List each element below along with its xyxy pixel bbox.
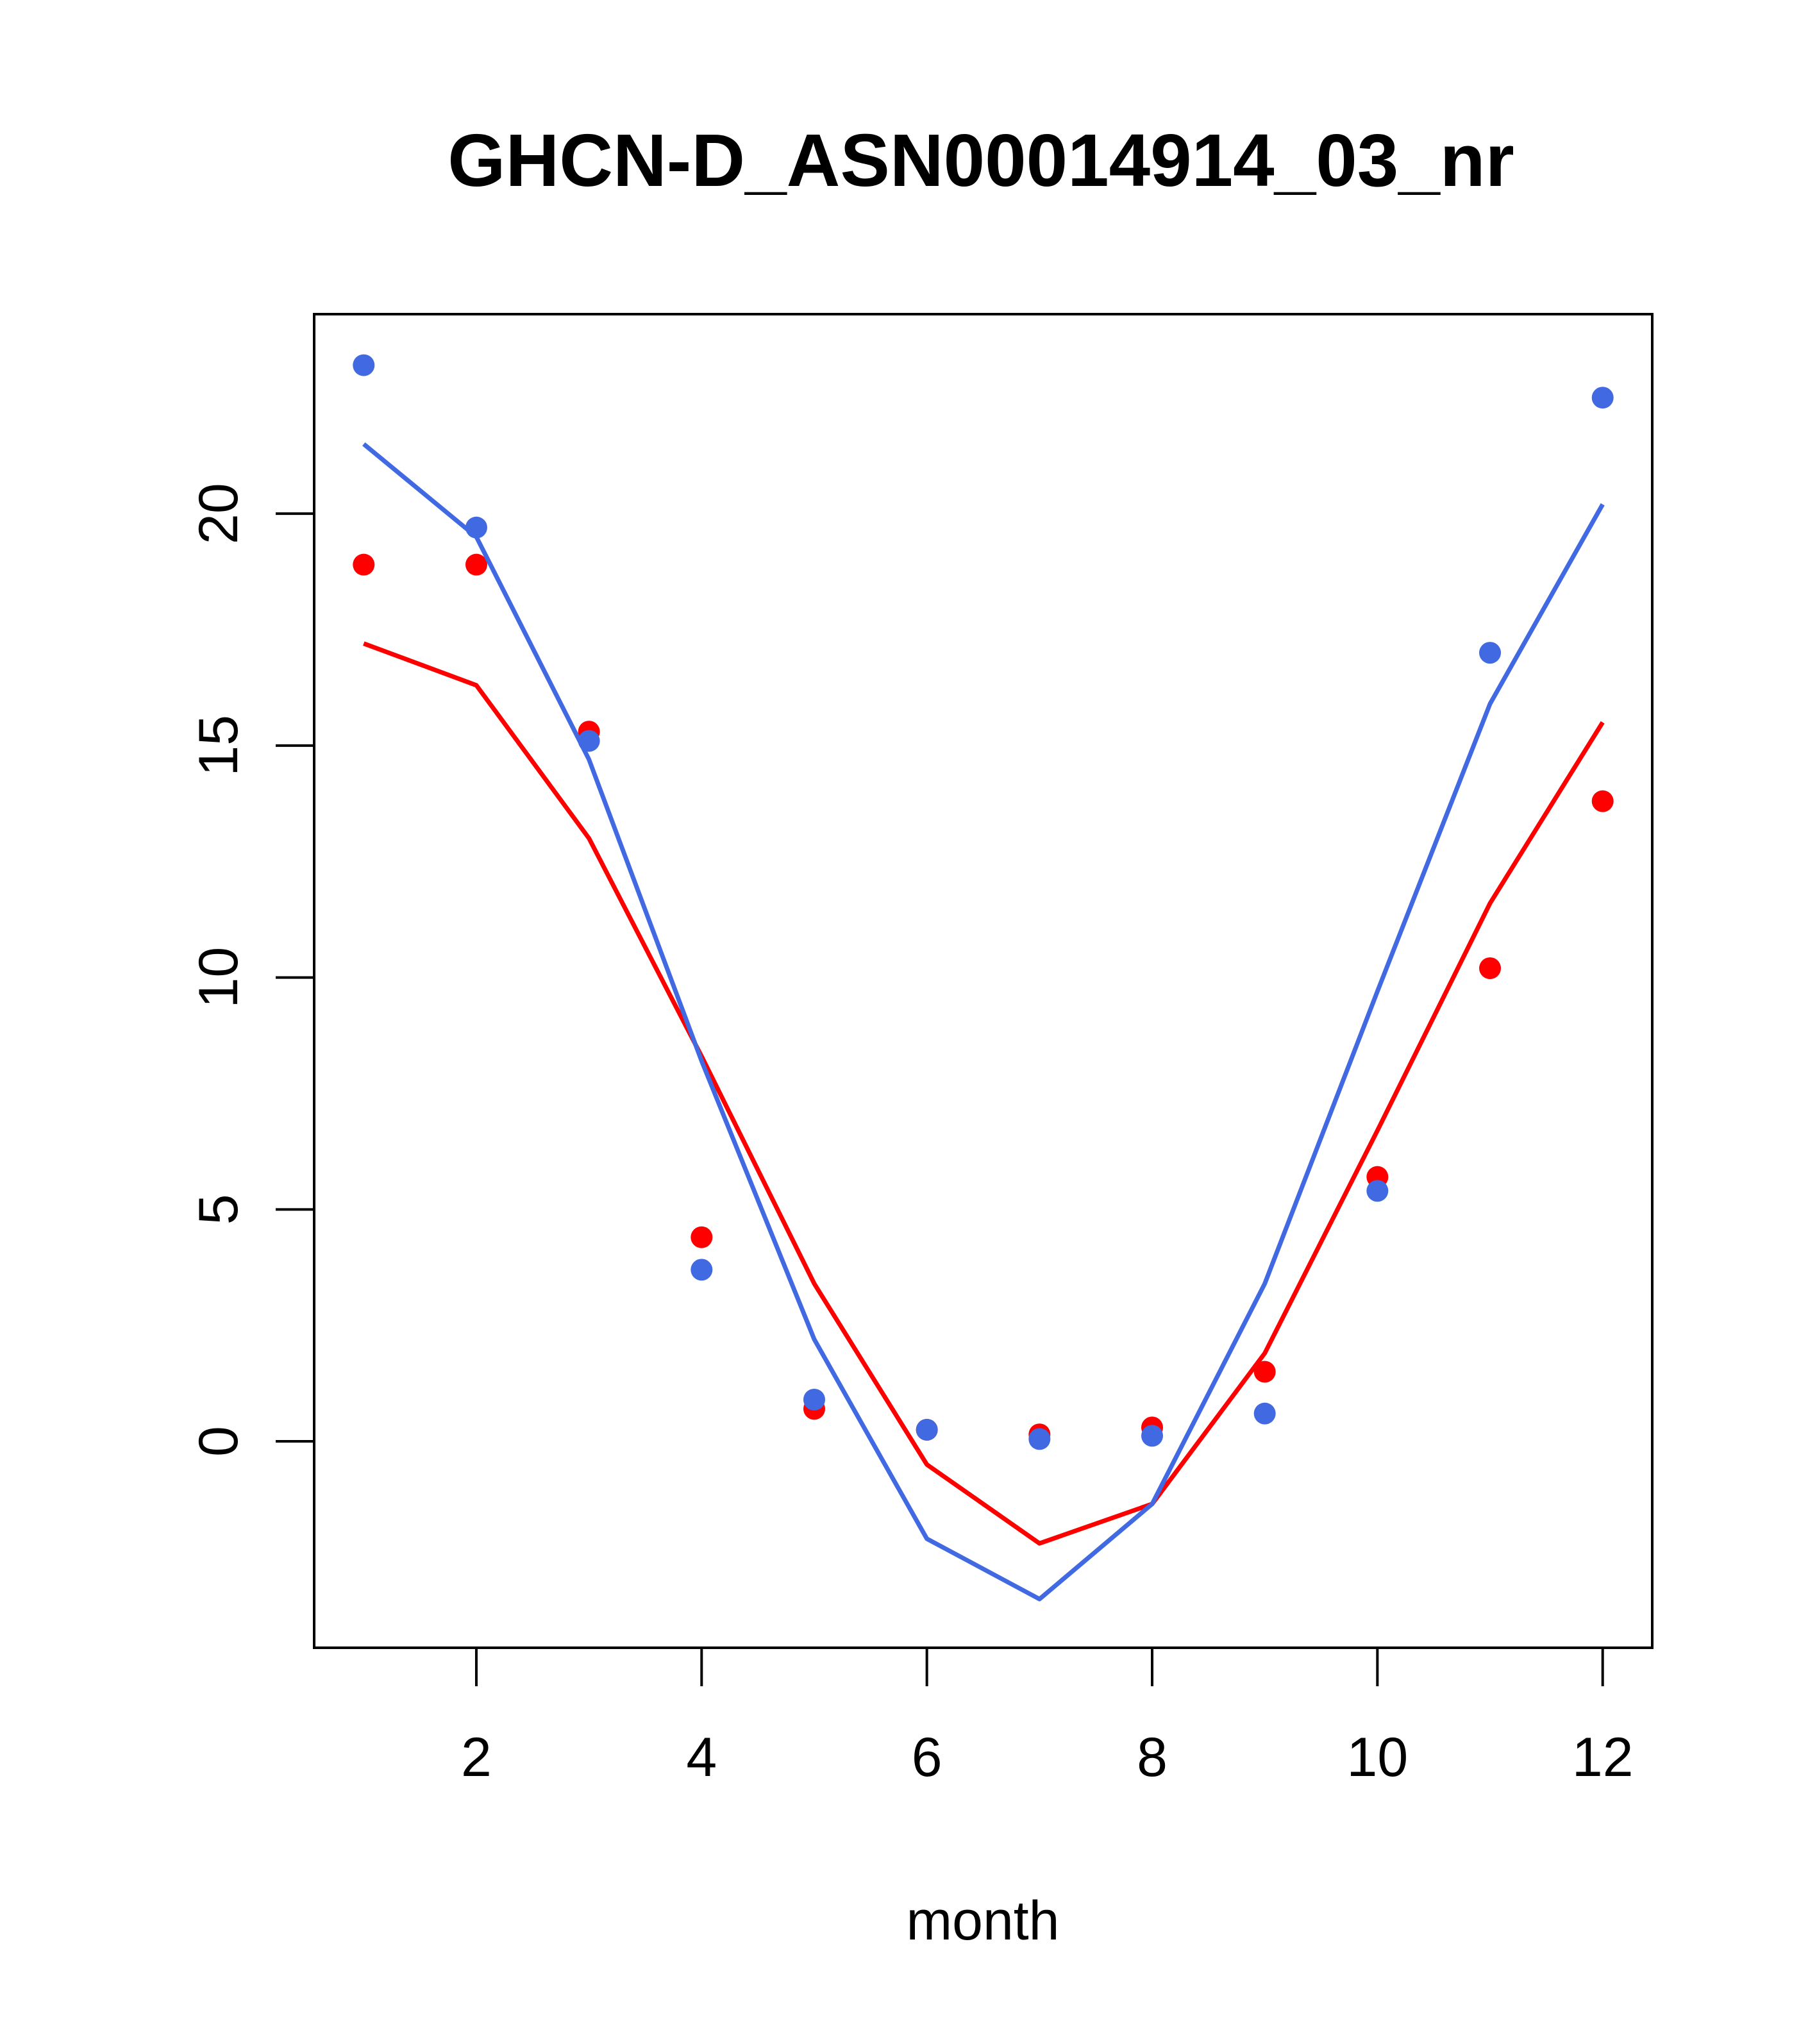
series-1-fit-line (362, 442, 1605, 1602)
y-tick-label-5: 5 (188, 1194, 249, 1225)
x-tick-label-4: 4 (686, 1727, 717, 1788)
series-1-point-5 (803, 1388, 825, 1411)
series-layer (353, 354, 1614, 1602)
series-1-point-11 (1479, 642, 1502, 664)
series-0-point-12 (1591, 790, 1614, 812)
x-tick-label-8: 8 (1137, 1727, 1168, 1788)
y-tick-label-15: 15 (188, 715, 249, 776)
series-1-point-9 (1253, 1402, 1276, 1425)
x-tick-label-2: 2 (461, 1727, 492, 1788)
series-0-point-2 (465, 553, 487, 576)
chart-title: GHCN-D_ASN00014914_03_nr (448, 119, 1514, 202)
x-axis: 2 4 6 8 10 12 (461, 1646, 1634, 1788)
series-1-point-10 (1366, 1180, 1389, 1202)
series-0-point-4 (691, 1226, 713, 1248)
series-1-point-3 (578, 730, 600, 752)
series-0-point-9 (1253, 1361, 1276, 1383)
series-1-point-4 (691, 1259, 713, 1281)
series-0-point-11 (1479, 957, 1502, 980)
series-1 (353, 354, 1614, 1602)
y-tick-label-10: 10 (188, 947, 249, 1009)
x-tick-label-6: 6 (912, 1727, 942, 1788)
series-1-point-7 (1028, 1428, 1051, 1450)
series-1-point-6 (916, 1418, 938, 1441)
series-1-point-2 (465, 516, 487, 539)
series-1-point-8 (1141, 1425, 1164, 1447)
y-tick-label-20: 20 (188, 483, 249, 544)
x-axis-label: month (906, 1890, 1059, 1952)
series-1-point-1 (353, 354, 375, 376)
x-tick-label-12: 12 (1572, 1727, 1634, 1788)
series-0-point-1 (353, 553, 375, 576)
series-1-point-12 (1591, 387, 1614, 409)
y-tick-label-0: 0 (188, 1426, 249, 1457)
y-axis: 0 5 10 15 20 (188, 483, 315, 1457)
series-0-fit-line (363, 641, 1605, 1546)
x-tick-label-10: 10 (1347, 1727, 1409, 1788)
series-0 (353, 553, 1614, 1546)
